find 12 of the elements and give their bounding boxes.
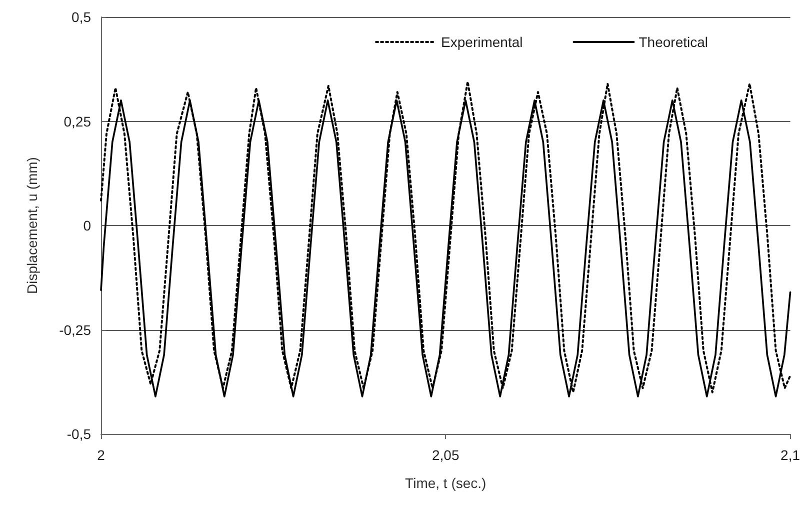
legend-label: Theoretical xyxy=(638,34,708,50)
y-tick-label: -0,25 xyxy=(59,322,92,338)
x-axis-title: Time, t (sec.) xyxy=(405,475,486,491)
legend-label: Experimental xyxy=(441,34,523,50)
y-tick-label: 0,5 xyxy=(72,9,92,25)
y-tick-label: 0 xyxy=(83,218,92,234)
x-tick-label: 2,1 xyxy=(780,447,800,463)
y-tick-label: 0,25 xyxy=(64,113,92,130)
y-axis-title: Displacement, u (mm) xyxy=(24,157,40,294)
x-tick-label: 2 xyxy=(97,447,106,463)
y-tick-label: -0,5 xyxy=(66,426,92,442)
x-tick-label: 2,05 xyxy=(432,447,460,463)
